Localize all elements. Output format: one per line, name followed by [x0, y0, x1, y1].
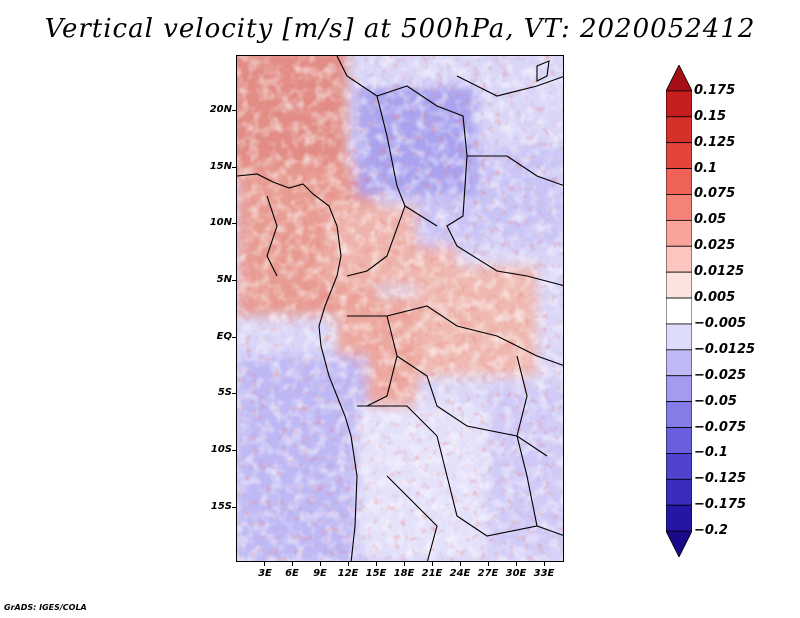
- colorbar-swatch: [665, 194, 693, 221]
- colorbar-swatch: [665, 323, 693, 351]
- lat-tick: [232, 110, 236, 111]
- lat-label-5s: 5S: [217, 387, 232, 398]
- colorbar-swatch: [665, 375, 693, 403]
- lon-tick: [460, 562, 461, 566]
- colorbar-level-label: −0.125: [694, 471, 747, 487]
- colorbar-level-label: −0.0125: [694, 341, 756, 357]
- lat-label-20n: 20N: [209, 104, 232, 115]
- colorbar-swatch: [665, 453, 693, 480]
- colorbar-swatch: [665, 271, 693, 299]
- lat-tick: [232, 507, 236, 508]
- lat-label-15s: 15S: [210, 501, 232, 512]
- colorbar-level-label: −0.025: [694, 367, 747, 383]
- lon-tick: [264, 562, 265, 566]
- lat-tick: [232, 223, 236, 224]
- lat-tick: [232, 280, 236, 281]
- lat-tick: [232, 450, 236, 451]
- lon-label-24e: 24E: [449, 568, 471, 579]
- lon-label-21e: 21E: [421, 568, 443, 579]
- lon-tick: [488, 562, 489, 566]
- vertical-velocity-field: [237, 56, 563, 561]
- lon-tick: [404, 562, 405, 566]
- lon-tick: [432, 562, 433, 566]
- colorbar-swatch: [665, 168, 693, 195]
- lon-label-12e: 12E: [337, 568, 359, 579]
- lon-label-9e: 9E: [313, 568, 327, 579]
- colorbar-level-label: −0.005: [694, 315, 747, 331]
- colorbar-level-label: 0.175: [694, 82, 736, 98]
- colorbar-swatches: [665, 64, 693, 558]
- colorbar-swatch: [665, 427, 693, 454]
- lat-label-5n: 5N: [216, 274, 232, 285]
- colorbar-swatch: [665, 401, 693, 428]
- colorbar-level-label: −0.075: [694, 419, 747, 435]
- colorbar-level-label: −0.05: [694, 393, 737, 409]
- colorbar-swatch: [665, 478, 693, 506]
- lat-tick: [232, 337, 236, 338]
- lon-label-18e: 18E: [393, 568, 415, 579]
- colorbar-level-label: 0.05: [694, 212, 727, 228]
- colorbar-level-label: 0.125: [694, 134, 736, 150]
- colorbar-level-label: −0.2: [694, 523, 728, 539]
- colorbar-level-label: −0.175: [694, 497, 747, 513]
- lon-tick: [320, 562, 321, 566]
- lat-tick: [232, 167, 236, 168]
- lat-tick: [232, 393, 236, 394]
- lon-label-27e: 27E: [477, 568, 499, 579]
- lon-label-6e: 6E: [285, 568, 299, 579]
- lon-tick: [376, 562, 377, 566]
- colorbar: [665, 64, 693, 561]
- colorbar-swatch: [665, 245, 693, 273]
- lon-tick: [348, 562, 349, 566]
- grads-credit: GrADS: IGES/COLA: [4, 603, 87, 612]
- map-plot-area: [236, 55, 564, 562]
- colorbar-level-label: 0.025: [694, 238, 736, 254]
- lon-label-30e: 30E: [505, 568, 527, 579]
- lon-tick: [516, 562, 517, 566]
- colorbar-level-label: 0.1: [694, 160, 718, 176]
- lat-label-eq: EQ: [216, 331, 232, 342]
- lon-tick: [544, 562, 545, 566]
- lon-label-3e: 3E: [258, 568, 272, 579]
- lon-label-33e: 33E: [533, 568, 555, 579]
- colorbar-swatch: [665, 64, 693, 92]
- lon-tick: [292, 562, 293, 566]
- colorbar-swatch: [665, 530, 693, 558]
- colorbar-swatch: [665, 297, 693, 325]
- colorbar-level-label: 0.075: [694, 186, 736, 202]
- colorbar-level-label: 0.005: [694, 290, 736, 306]
- colorbar-swatch: [665, 116, 693, 144]
- colorbar-swatch: [665, 142, 693, 169]
- colorbar-swatch: [665, 349, 693, 377]
- colorbar-swatch: [665, 90, 693, 118]
- lon-label-15e: 15E: [365, 568, 387, 579]
- lat-label-10n: 10N: [209, 217, 232, 228]
- colorbar-level-label: 0.15: [694, 108, 727, 124]
- lat-label-15n: 15N: [209, 161, 232, 172]
- colorbar-swatch: [665, 504, 693, 532]
- colorbar-swatch: [665, 219, 693, 247]
- colorbar-level-label: 0.0125: [694, 264, 745, 280]
- lat-label-10s: 10S: [210, 444, 232, 455]
- chart-title: Vertical velocity [m/s] at 500hPa, VT: 2…: [44, 14, 756, 44]
- colorbar-level-label: −0.1: [694, 445, 728, 461]
